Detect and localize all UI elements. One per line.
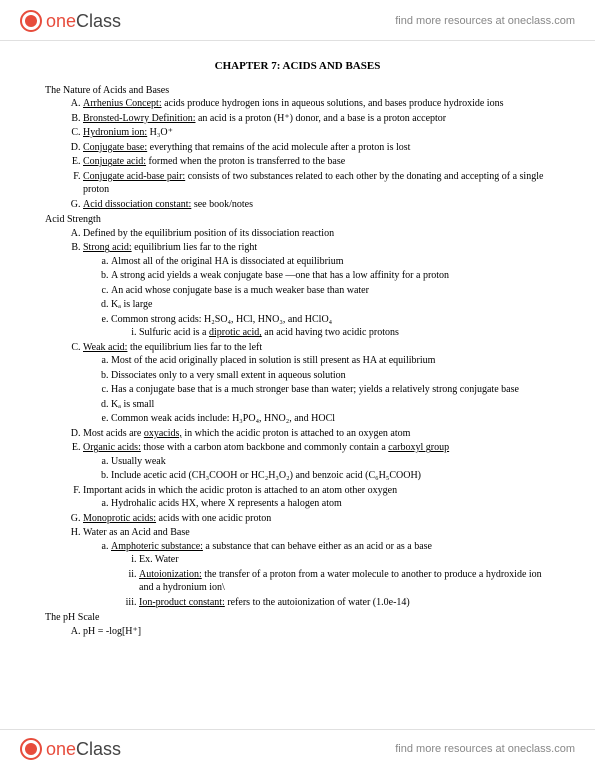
strong-acid-roman: Sulfuric acid is a diprotic acid, an aci…	[111, 326, 550, 340]
section-ph-list: pH = -log[H⁺]	[45, 625, 550, 639]
sub-item: Hydrohalic acids HX, where X represents …	[111, 497, 550, 511]
sub-item: Sulfuric acid is a diprotic acid, an aci…	[139, 326, 550, 340]
page-header: oneClass find more resources at oneclass…	[0, 0, 595, 41]
item-bronsted: Bronsted-Lowry Definition: an acid is a …	[83, 112, 550, 126]
sub-item: An acid whose conjugate base is a much w…	[111, 284, 550, 298]
item-conj-acid: Conjugate acid: formed when the proton i…	[83, 155, 550, 169]
section-ph-head: The pH Scale	[45, 611, 550, 625]
sub-item: Almost all of the original HA is dissoci…	[111, 255, 550, 269]
brand-one: one	[46, 739, 76, 760]
item-defined: Defined by the equilibrium position of i…	[83, 227, 550, 241]
document-body: CHAPTER 7: ACIDS AND BASES The Nature of…	[0, 41, 595, 689]
sub-item: Usually weak	[111, 455, 550, 469]
item-conj-pair: Conjugate acid-base pair: consists of tw…	[83, 170, 550, 197]
item-strong-acid: Strong acid: equilibrium lies far to the…	[83, 241, 550, 340]
weak-acid-sublist: Most of the acid originally placed in so…	[83, 354, 550, 426]
section-strength-head: Acid Strength	[45, 213, 550, 227]
sub-item: Kₐ is large	[111, 298, 550, 312]
brand-class: Class	[76, 739, 121, 760]
section-nature-list: Arrhenius Concept: acids produce hydroge…	[45, 97, 550, 211]
item-water: Water as an Acid and Base Amphoteric sub…	[83, 526, 550, 609]
chapter-title: CHAPTER 7: ACIDS AND BASES	[45, 59, 550, 74]
sub-item: Most of the acid originally placed in so…	[111, 354, 550, 368]
sub-item: Dissociates only to a very small extent …	[111, 369, 550, 383]
brand-one: one	[46, 11, 76, 32]
sub-item: Ex. Water	[139, 553, 550, 567]
item-ph-formula: pH = -log[H⁺]	[83, 625, 550, 639]
water-roman: Ex. Water Autoionization: the transfer o…	[111, 553, 550, 609]
sub-item: Amphoteric substance: a substance that c…	[111, 540, 550, 610]
sub-item: Kₐ is small	[111, 398, 550, 412]
footer-resources-link[interactable]: find more resources at oneclass.com	[395, 743, 575, 755]
brand-class: Class	[76, 11, 121, 32]
strong-acid-sublist: Almost all of the original HA is dissoci…	[83, 255, 550, 340]
brand-logo: oneClass	[20, 10, 121, 32]
sub-item: Include acetic acid (CH₃COOH or HC₂H₃O₂)…	[111, 469, 550, 483]
sub-item: Ion-product constant: refers to the auto…	[139, 596, 550, 610]
organic-sublist: Usually weak Include acetic acid (CH₃COO…	[83, 455, 550, 483]
item-oxyacids: Most acids are oxyacids, in which the ac…	[83, 427, 550, 441]
item-weak-acid: Weak acid: the equilibrium lies far to t…	[83, 341, 550, 426]
item-organic-acids: Organic acids: those with a carbon atom …	[83, 441, 550, 483]
section-nature-head: The Nature of Acids and Bases	[45, 84, 550, 98]
important-sublist: Hydrohalic acids HX, where X represents …	[83, 497, 550, 511]
item-arrhenius: Arrhenius Concept: acids produce hydroge…	[83, 97, 550, 111]
page-footer: oneClass find more resources at oneclass…	[0, 729, 595, 770]
sub-item: Common strong acids: H₂SO₄, HCl, HNO₃, a…	[111, 313, 550, 340]
item-monoprotic: Monoprotic acids: acids with one acidic …	[83, 512, 550, 526]
section-strength-list: Defined by the equilibrium position of i…	[45, 227, 550, 610]
sub-item: Has a conjugate base that is a much stro…	[111, 383, 550, 397]
sub-item: Common weak acids include: H₃PO₄, HNO₂, …	[111, 412, 550, 426]
water-sublist: Amphoteric substance: a substance that c…	[83, 540, 550, 610]
logo-icon	[20, 738, 42, 760]
logo-icon	[20, 10, 42, 32]
item-hydronium: Hydronium ion: H₃O⁺	[83, 126, 550, 140]
item-conj-base: Conjugate base: everything that remains …	[83, 141, 550, 155]
brand-logo-footer: oneClass	[20, 738, 121, 760]
item-important-acids: Important acids in which the acidic prot…	[83, 484, 550, 511]
item-dissoc-const: Acid dissociation constant: see book/not…	[83, 198, 550, 212]
header-resources-link[interactable]: find more resources at oneclass.com	[395, 15, 575, 27]
sub-item: Autoionization: the transfer of a proton…	[139, 568, 550, 595]
sub-item: A strong acid yields a weak conjugate ba…	[111, 269, 550, 283]
